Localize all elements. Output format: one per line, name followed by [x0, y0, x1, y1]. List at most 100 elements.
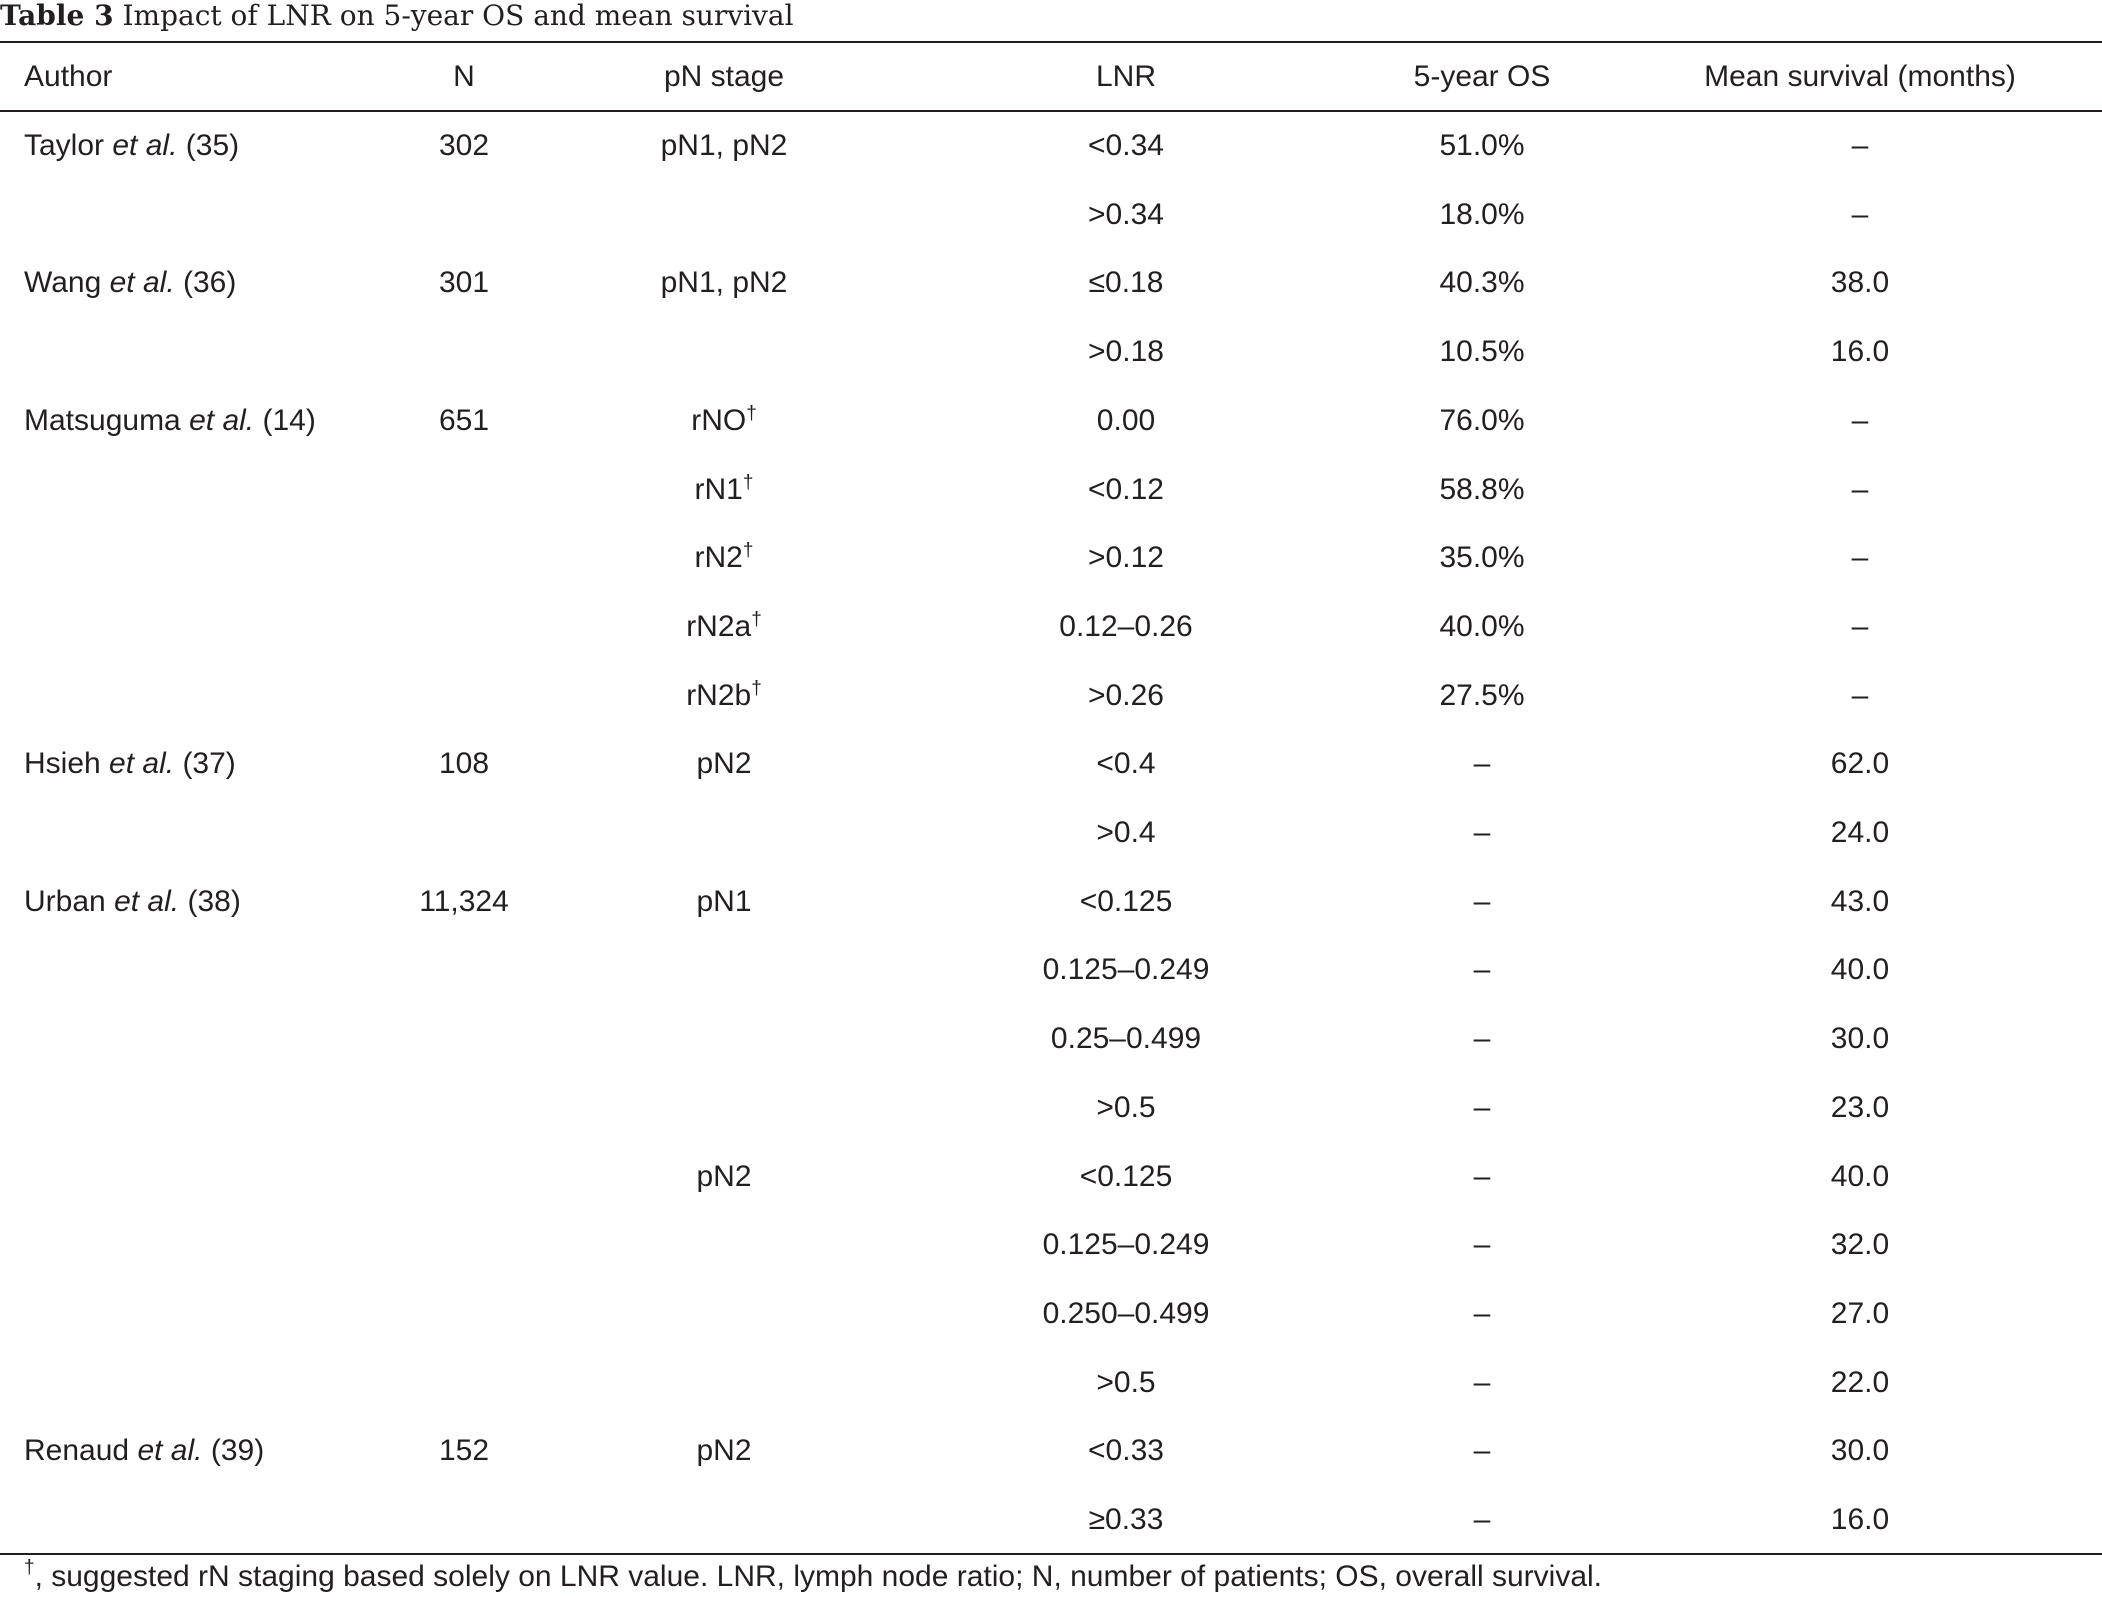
pn-stage-cell [624, 1349, 824, 1418]
pn-stage-cell: pN2 [624, 1143, 824, 1212]
n-cell [364, 524, 564, 593]
pn-stage-cell [624, 936, 824, 1005]
pn-stage-value: pN2 [696, 747, 752, 781]
author-cell: Urban et al. (38) [24, 868, 241, 937]
pn-stage-value: pN2 [696, 1434, 752, 1468]
lnr-cell: 0.125–0.249 [1042, 953, 1210, 987]
footnote: †, suggested rN staging based solely on … [24, 1555, 1602, 1599]
os5-cell: 35.0% [1439, 541, 1525, 575]
n-cell [364, 318, 564, 387]
n-cell: 11,324 [419, 884, 509, 918]
pn-stage-value: pN1, pN2 [660, 129, 788, 162]
n-cell [364, 1143, 564, 1212]
mean-survival-cell: – [1851, 197, 1869, 231]
bottom-rule [0, 1553, 2102, 1555]
mean-survival-cell: 22.0 [1830, 1365, 1890, 1399]
n-cell: 301 [438, 266, 490, 300]
os5-cell: 40.0% [1439, 609, 1525, 643]
header-lnr: LNR [1095, 60, 1156, 93]
author-cell: Matsuguma et al. (14) [24, 387, 316, 456]
pn-stage-cell [624, 1074, 824, 1143]
table-caption: Table 3 Impact of LNR on 5-year OS and m… [0, 0, 794, 38]
top-rule [0, 41, 2102, 43]
n-cell [364, 1349, 564, 1418]
lnr-cell: <0.12 [1088, 472, 1164, 506]
lnr-cell: >0.5 [1096, 1365, 1156, 1399]
pn-stage-cell [624, 1280, 824, 1349]
author-name: Matsuguma [24, 403, 181, 437]
mean-survival-cell: – [1851, 678, 1869, 712]
pn-stage-value: pN2 [696, 1159, 752, 1193]
table-title: Impact of LNR on 5-year OS and mean surv… [122, 0, 794, 32]
lnr-cell: >0.18 [1088, 335, 1164, 369]
author-etal: et al. [109, 747, 175, 781]
pn-stage-value: pN1 [696, 884, 752, 918]
header-n: N [453, 60, 475, 93]
n-cell [364, 181, 564, 250]
author-ref: (38) [187, 884, 241, 918]
pn-stage-cell: pN2 [624, 1417, 824, 1486]
table-row: Urban et al. (38) 11,324 pN1 <0.125 – 43.0 [0, 868, 2102, 937]
os5-cell: 76.0% [1439, 403, 1525, 437]
lnr-cell: <0.34 [1088, 129, 1164, 162]
table-row: Taylor et al. (35) 302 pN1, pN2 <0.34 51.0% – [0, 112, 2102, 181]
pn-stage-cell [624, 1486, 824, 1555]
pn-stage-value: rNO [691, 403, 747, 437]
n-cell: 651 [438, 403, 490, 437]
os5-cell: – [1473, 1296, 1491, 1330]
header-author: Author [24, 60, 113, 93]
table-row: 0.125–0.249 – 40.0 [0, 936, 2102, 1005]
n-cell [364, 1005, 564, 1074]
table-row: rN1† <0.12 58.8% – [0, 456, 2102, 525]
lnr-cell: >0.26 [1088, 678, 1164, 712]
header-mean-survival: Mean survival (months) [1704, 60, 2016, 93]
lnr-cell: ≥0.33 [1088, 1503, 1164, 1536]
n-cell [364, 1211, 564, 1280]
mean-survival-cell: 16.0 [1830, 1503, 1890, 1536]
table-row: >0.34 18.0% – [0, 181, 2102, 250]
footnote-mark: † [24, 1557, 35, 1578]
pn-stage-value: pN1, pN2 [660, 266, 788, 300]
mean-survival-cell: 40.0 [1830, 953, 1890, 987]
os5-cell: – [1473, 1228, 1491, 1262]
author-etal: et al. [189, 403, 255, 437]
lnr-cell: 0.12–0.26 [1059, 609, 1193, 643]
pn-stage-value: rN1 [694, 472, 743, 506]
table-row: >0.4 – 24.0 [0, 799, 2102, 868]
pn-stage-dagger: † [746, 402, 757, 424]
mean-survival-cell: – [1851, 541, 1869, 575]
lnr-cell: 0.250–0.499 [1042, 1296, 1210, 1330]
author-cell: Wang et al. (36) [24, 249, 236, 318]
os5-cell: 18.0% [1439, 197, 1525, 231]
header-5-year-os: 5-year OS [1413, 60, 1551, 93]
n-cell [364, 1486, 564, 1555]
os5-cell: – [1473, 884, 1491, 918]
pn-stage-value: rN2 [694, 541, 743, 575]
pn-stage-cell [624, 181, 824, 250]
table-row: rN2a† 0.12–0.26 40.0% – [0, 593, 2102, 662]
pn-stage-cell [624, 1211, 824, 1280]
mean-survival-cell: – [1851, 472, 1869, 506]
mean-survival-cell: 30.0 [1830, 1434, 1890, 1468]
table-row: Wang et al. (36) 301 pN1, pN2 ≤0.18 40.3% 38.… [0, 249, 2102, 318]
mean-survival-cell: 38.0 [1830, 266, 1890, 300]
author-ref: (14) [262, 403, 316, 437]
mean-survival-cell: – [1851, 403, 1869, 437]
lnr-cell: <0.33 [1088, 1434, 1164, 1468]
table-row: pN2 <0.125 – 40.0 [0, 1143, 2102, 1212]
author-name: Taylor [24, 129, 105, 162]
author-etal: et al. [137, 1434, 203, 1468]
n-cell: 152 [438, 1434, 490, 1468]
mean-survival-cell: 27.0 [1830, 1296, 1890, 1330]
os5-cell: 27.5% [1439, 678, 1525, 712]
mean-survival-cell: 30.0 [1830, 1022, 1890, 1056]
os5-cell: – [1473, 1022, 1491, 1056]
table-row: Renaud et al. (39) 152 pN2 <0.33 – 30.0 [0, 1417, 2102, 1486]
os5-cell: – [1473, 747, 1491, 781]
pn-stage-cell: pN2 [624, 730, 824, 799]
table-row: Hsieh et al. (37) 108 pN2 <0.4 – 62.0 [0, 730, 2102, 799]
author-etal: et al. [109, 266, 175, 300]
author-ref: (37) [182, 747, 236, 781]
pn-stage-dagger: † [751, 608, 762, 630]
mean-survival-cell: – [1851, 609, 1869, 643]
